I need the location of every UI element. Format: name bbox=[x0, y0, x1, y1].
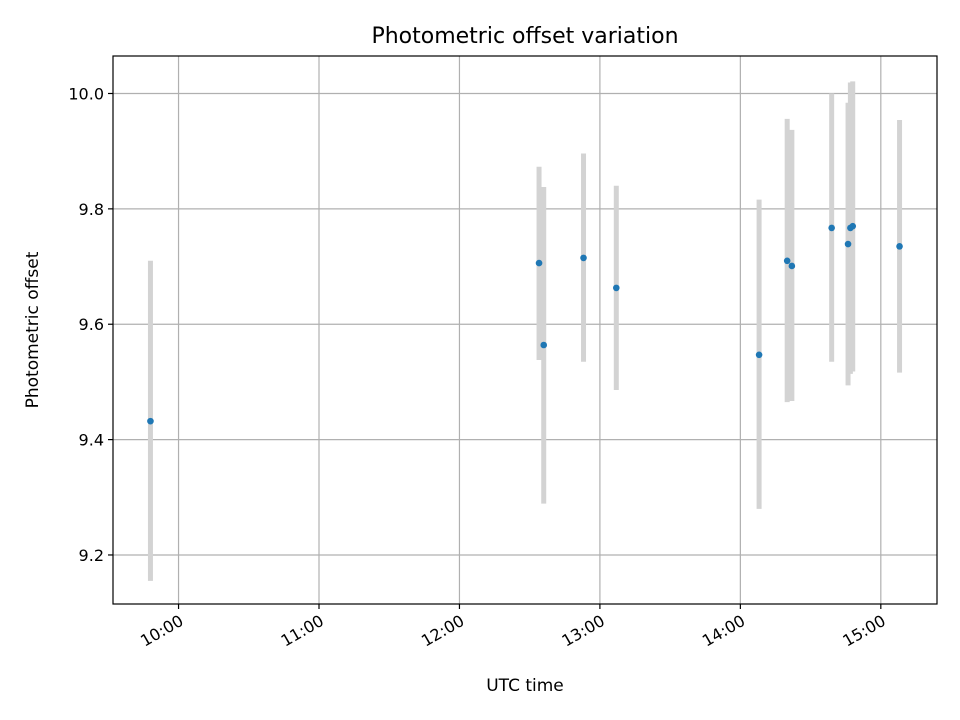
data-point bbox=[540, 341, 548, 349]
data-point bbox=[612, 284, 620, 292]
plot-frame bbox=[112, 55, 938, 605]
error-bars bbox=[147, 81, 903, 581]
data-point bbox=[147, 417, 154, 425]
y-axis-label: Photometric offset bbox=[23, 251, 43, 408]
data-point bbox=[788, 262, 796, 270]
y-tick-label: 9.8 bbox=[79, 200, 104, 219]
data-point bbox=[783, 257, 791, 265]
x-tick-label: 13:00 bbox=[558, 611, 607, 651]
data-point bbox=[896, 243, 903, 250]
x-tick-label: 10:00 bbox=[137, 611, 186, 651]
x-tick-label: 15:00 bbox=[839, 611, 888, 651]
data-point bbox=[849, 222, 857, 230]
y-axis: 9.2 9.4 9.6 9.8 10.0 bbox=[68, 84, 113, 565]
y-tick-label: 9.6 bbox=[79, 315, 104, 334]
data-point bbox=[580, 254, 587, 262]
x-tick-label: 12:00 bbox=[418, 611, 467, 651]
y-tick-label: 9.4 bbox=[79, 431, 104, 450]
data-points bbox=[147, 222, 903, 425]
x-tick-label: 11:00 bbox=[278, 611, 327, 651]
data-point bbox=[844, 240, 852, 248]
data-point bbox=[755, 351, 763, 359]
chart-title: Photometric offset variation bbox=[371, 24, 678, 49]
data-point bbox=[535, 259, 543, 267]
x-tick-label: 14:00 bbox=[699, 611, 748, 651]
grid bbox=[113, 56, 937, 604]
data-point bbox=[828, 224, 835, 232]
x-axis-label: UTC time bbox=[486, 676, 564, 696]
x-axis: 10:00 11:00 12:00 13:00 14:00 15:00 bbox=[137, 604, 889, 651]
y-tick-label: 10.0 bbox=[68, 84, 104, 103]
y-tick-label: 9.2 bbox=[79, 546, 104, 565]
